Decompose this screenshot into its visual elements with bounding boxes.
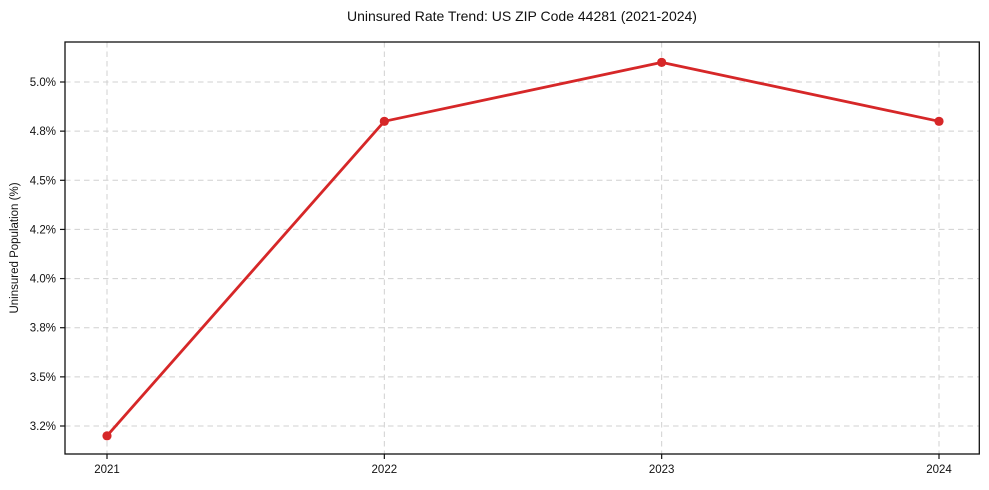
plot-border bbox=[64, 41, 980, 455]
y-tick-label: 5.0% bbox=[30, 77, 56, 89]
chart-title: Uninsured Rate Trend: US ZIP Code 44281 … bbox=[347, 8, 697, 24]
data-point-2023 bbox=[657, 57, 667, 67]
y-tick-label: 4.0% bbox=[30, 274, 56, 286]
data-point-2022 bbox=[379, 116, 389, 126]
x-tick-label: 2021 bbox=[94, 464, 120, 476]
y-tick-label: 3.5% bbox=[30, 372, 56, 384]
x-tick-label: 2024 bbox=[926, 464, 952, 476]
y-tick-label: 3.8% bbox=[30, 323, 56, 335]
plot-area bbox=[65, 42, 980, 454]
y-tick-label: 3.2% bbox=[30, 421, 56, 433]
x-tick-label: 2023 bbox=[649, 464, 675, 476]
trend-line bbox=[105, 60, 941, 438]
y-tick-label: 4.2% bbox=[30, 224, 56, 236]
y-tick-label: 4.5% bbox=[30, 175, 56, 187]
data-point-2021 bbox=[102, 431, 112, 441]
data-point-2024 bbox=[934, 116, 944, 126]
y-tick-label: 4.8% bbox=[30, 126, 56, 138]
x-tick-label: 2022 bbox=[372, 464, 398, 476]
